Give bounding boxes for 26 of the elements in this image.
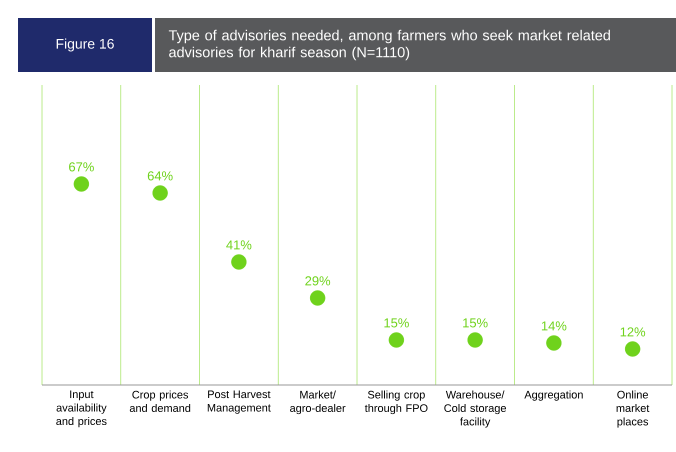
x-tick-label: Selling crop through FPO bbox=[364, 390, 428, 414]
x-tick-label: Crop prices and demand bbox=[130, 390, 190, 412]
data-label: 64% bbox=[148, 171, 173, 180]
caption: Figure 16 bbox=[56, 38, 114, 52]
point bbox=[624, 341, 640, 357]
point bbox=[310, 290, 326, 306]
x-tick-label: Online market places bbox=[616, 390, 650, 428]
data-label: 67% bbox=[69, 162, 94, 172]
point bbox=[388, 332, 404, 348]
point bbox=[546, 335, 562, 351]
point bbox=[152, 185, 168, 201]
x-tick-label: Market/ agro-dealer bbox=[290, 390, 346, 414]
point bbox=[74, 176, 90, 192]
data-label: 15% bbox=[384, 318, 409, 328]
chart-title: Type of advisories needed, among farmers who seek market related advisories for kharif season (N=1110) bbox=[168, 30, 610, 60]
x-tick-label: Warehouse/ Cold storage facility bbox=[444, 390, 506, 428]
data-label: 29% bbox=[305, 276, 330, 286]
x-tick-label: Input availability and prices bbox=[56, 390, 107, 428]
data-label: 15% bbox=[463, 318, 488, 328]
point bbox=[231, 254, 247, 270]
data-label: 14% bbox=[542, 321, 566, 330]
data-label: 41% bbox=[226, 240, 252, 250]
point bbox=[467, 332, 483, 348]
x-tick-label: Post Harvest Management bbox=[208, 390, 271, 414]
data-label: 12% bbox=[620, 327, 646, 336]
x-tick-label: Aggregation bbox=[524, 390, 583, 401]
